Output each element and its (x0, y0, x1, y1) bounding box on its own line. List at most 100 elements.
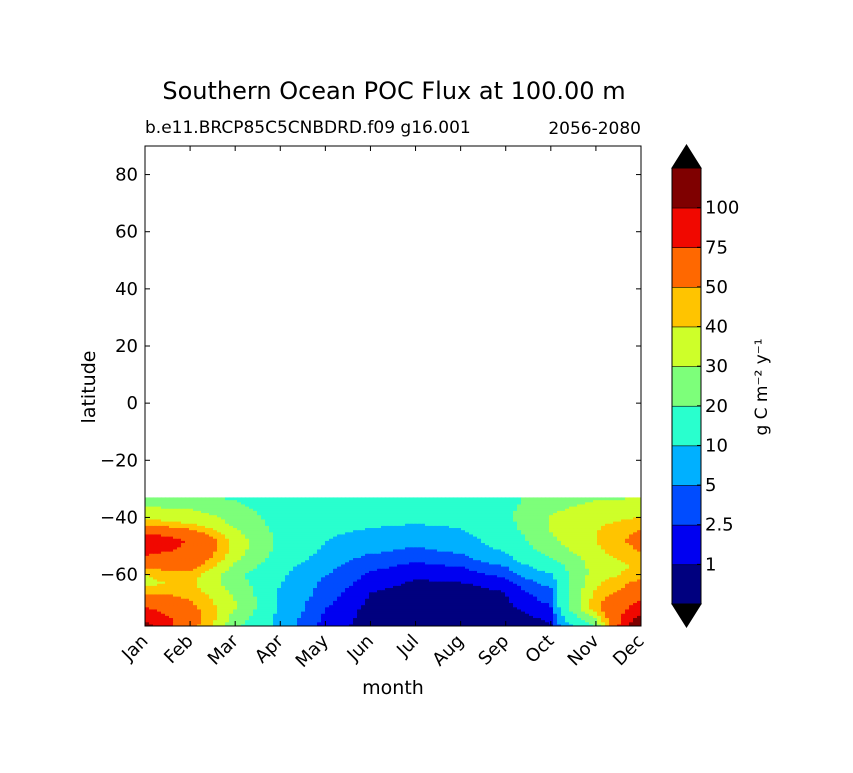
heatmap-cell (373, 583, 378, 586)
heatmap-cell (285, 593, 290, 597)
heatmap-cell (561, 613, 566, 616)
heatmap-cell (461, 608, 466, 612)
heatmap-cell (485, 604, 490, 608)
heatmap-cell (153, 574, 158, 578)
heatmap-cell (217, 591, 222, 595)
heatmap-cell (473, 578, 478, 582)
heatmap-cell (621, 593, 626, 597)
heatmap-cell (177, 542, 182, 546)
heatmap-cell (189, 606, 194, 610)
heatmap-cell (401, 583, 406, 586)
heatmap-cell (489, 578, 494, 582)
heatmap-cell (301, 606, 306, 610)
heatmap-cell (281, 563, 286, 567)
heatmap-cell (305, 546, 310, 550)
heatmap-cell (633, 563, 638, 567)
heatmap-cell (161, 568, 166, 571)
heatmap-cell (593, 606, 598, 610)
heatmap-cell (197, 561, 202, 565)
heatmap-cell (189, 608, 194, 612)
heatmap-cell (561, 581, 566, 584)
heatmap-cell (353, 608, 358, 612)
heatmap-cell (569, 566, 574, 569)
heatmap-cell (633, 606, 638, 610)
heatmap-cell (393, 623, 398, 626)
heatmap-cell (465, 568, 470, 571)
heatmap-cell (309, 596, 314, 599)
heatmap-cell (209, 621, 214, 625)
heatmap-cell (401, 598, 406, 601)
heatmap-cell (557, 581, 562, 584)
heatmap-cell (629, 551, 634, 554)
heatmap-cell (637, 546, 641, 550)
heatmap-cell (281, 593, 286, 597)
heatmap-cell (633, 568, 638, 571)
heatmap-cell (213, 576, 218, 580)
heatmap-cell (361, 608, 366, 612)
heatmap-cell (465, 570, 470, 574)
heatmap-cell (553, 566, 558, 569)
heatmap-cell (361, 544, 366, 548)
heatmap-cell (385, 608, 390, 612)
heatmap-cell (413, 561, 418, 565)
heatmap-cell (585, 540, 590, 544)
heatmap-cell (213, 557, 218, 561)
heatmap-cell (241, 548, 246, 552)
heatmap-cell (169, 548, 174, 552)
heatmap-cell (521, 608, 526, 612)
heatmap-cell (485, 578, 490, 582)
heatmap-cell (505, 542, 510, 546)
heatmap-cell (477, 613, 482, 616)
heatmap-cell (193, 551, 198, 554)
heatmap-cell (161, 608, 166, 612)
heatmap-cell (369, 613, 374, 616)
heatmap-cell (521, 572, 526, 576)
heatmap-cell (497, 551, 502, 554)
heatmap-cell (249, 600, 254, 604)
heatmap-cell (401, 606, 406, 610)
heatmap-cell (569, 546, 574, 550)
heatmap-cell (561, 578, 566, 582)
heatmap-cell (481, 568, 486, 571)
heatmap-cell (637, 576, 641, 580)
heatmap-cell (317, 600, 322, 604)
heatmap-cell (573, 600, 578, 604)
heatmap-cell (509, 596, 514, 599)
heatmap-cell (453, 561, 458, 565)
heatmap-cell (581, 555, 586, 559)
heatmap-cell (161, 581, 166, 584)
heatmap-cell (377, 585, 382, 589)
heatmap-cell (177, 611, 182, 614)
heatmap-cell (501, 600, 506, 604)
heatmap-cell (157, 568, 162, 571)
heatmap-cell (345, 613, 350, 616)
heatmap-cell (537, 559, 542, 563)
heatmap-cell (577, 561, 582, 565)
heatmap-cell (465, 542, 470, 546)
heatmap-cell (361, 591, 366, 595)
heatmap-cell (253, 596, 258, 599)
heatmap-cell (601, 611, 606, 614)
heatmap-cell (325, 602, 330, 606)
heatmap-cell (229, 574, 234, 578)
heatmap-cell (517, 544, 522, 548)
heatmap-cell (569, 553, 574, 556)
heatmap-cell (277, 611, 282, 614)
heatmap-cell (429, 587, 434, 591)
heatmap-cell (305, 591, 310, 595)
heatmap-cell (613, 572, 618, 576)
heatmap-cell (269, 557, 274, 561)
heatmap-cell (169, 589, 174, 593)
heatmap-cell (557, 553, 562, 556)
heatmap-cell (357, 540, 362, 544)
heatmap-cell (441, 563, 446, 567)
heatmap-cell (513, 604, 518, 608)
heatmap-cell (629, 572, 634, 576)
heatmap-cell (257, 555, 262, 559)
heatmap-cell (353, 589, 358, 593)
heatmap-cell (285, 551, 290, 554)
heatmap-cell (521, 621, 526, 625)
heatmap-cell (625, 553, 630, 556)
heatmap-cell (165, 596, 170, 599)
heatmap-cell (281, 570, 286, 574)
